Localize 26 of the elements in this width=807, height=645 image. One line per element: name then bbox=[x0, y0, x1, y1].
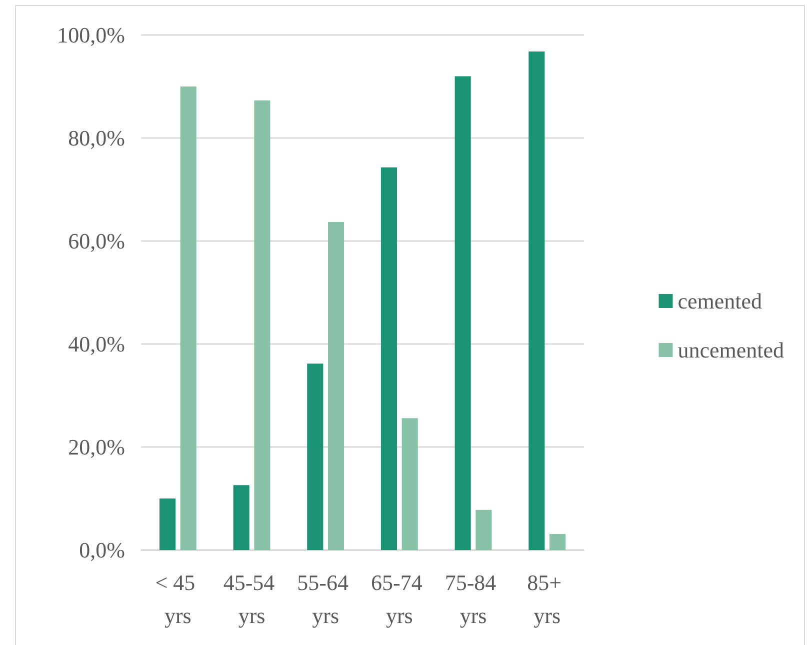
legend-label: cemented bbox=[678, 288, 762, 314]
bar bbox=[254, 100, 270, 550]
legend-label: uncemented bbox=[678, 338, 784, 362]
y-tick-label: 0,0% bbox=[79, 538, 125, 562]
bar bbox=[402, 418, 418, 550]
x-tick-label: 65-74 yrs bbox=[371, 570, 428, 628]
y-tick-label: 60,0% bbox=[68, 228, 125, 254]
x-tick-label: 45-54 yrs bbox=[223, 570, 280, 628]
x-tick-label: 55-64 yrs bbox=[297, 570, 354, 628]
bar bbox=[307, 364, 324, 550]
bar bbox=[454, 76, 471, 550]
x-tick-label: 75-84 yrs bbox=[444, 570, 502, 628]
bar bbox=[549, 534, 566, 550]
y-tick-label: 100,0% bbox=[57, 22, 125, 48]
x-tick-label: < 45 yrs bbox=[155, 570, 201, 628]
bar bbox=[233, 485, 250, 550]
bar bbox=[159, 498, 176, 550]
bar bbox=[328, 222, 344, 550]
y-tick-label: 40,0% bbox=[68, 332, 125, 356]
y-tick-label: 20,0% bbox=[68, 434, 125, 460]
bar bbox=[180, 86, 196, 550]
y-tick-label: 80,0% bbox=[68, 126, 125, 150]
bar bbox=[380, 167, 398, 550]
bar bbox=[476, 510, 492, 550]
bar bbox=[528, 51, 545, 550]
x-tick-label: 85+ yrs bbox=[527, 570, 568, 628]
